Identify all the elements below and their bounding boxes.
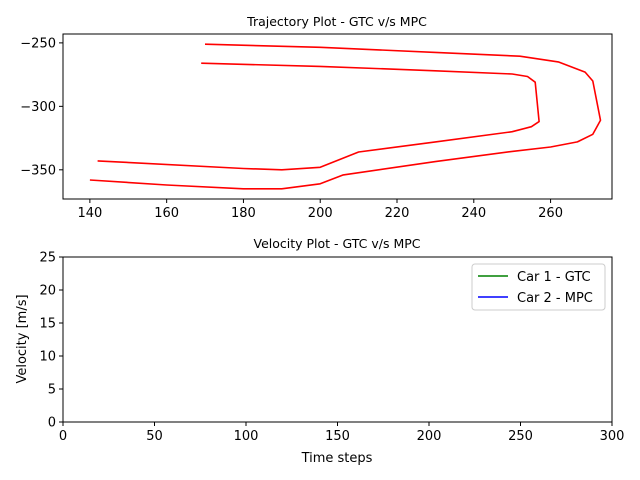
- trajectory-axis-ticks: 140 160 180 200 220 240 260 −250 −300 −350: [20, 36, 563, 221]
- x-tick-label: 150: [325, 429, 350, 444]
- y-tick-label: 20: [39, 284, 56, 299]
- y-tick-label: −250: [20, 36, 56, 51]
- x-tick-label: 0: [59, 429, 67, 444]
- x-tick-label: 200: [308, 206, 333, 221]
- velocity-plot: Velocity Plot - GTC v/s MPC 0 50 100 150 200…: [15, 236, 624, 466]
- x-tick-label: 160: [154, 206, 179, 221]
- x-tick-label: 300: [600, 429, 625, 444]
- velocity-plot-title: Velocity Plot - GTC v/s MPC: [253, 236, 420, 251]
- x-tick-label: 100: [234, 429, 259, 444]
- series-line-0-0: [89, 43, 602, 190]
- legend-label-car-1: Car 1 - GTC: [517, 270, 591, 285]
- y-tick-label: 0: [48, 416, 56, 431]
- y-tick-label: 10: [39, 350, 56, 365]
- legend-label-car-2: Car 2 - MPC: [517, 291, 593, 306]
- x-tick-label: 140: [77, 206, 102, 221]
- y-tick-label: 5: [48, 383, 56, 398]
- velocity-plot-frame: [62, 256, 613, 423]
- trajectory-series-group: [89, 43, 602, 190]
- velocity-x-axis-label: Time steps: [301, 451, 373, 466]
- x-tick-label: 250: [508, 429, 533, 444]
- x-tick-label: 180: [231, 206, 256, 221]
- y-tick-label: 15: [39, 317, 56, 332]
- trajectory-plot-title: Trajectory Plot - GTC v/s MPC: [246, 14, 427, 29]
- x-tick-label: 240: [461, 206, 486, 221]
- velocity-axis-ticks: 0 50 100 150 200 250 300 0 5 10 15 20 25: [39, 251, 624, 445]
- series-line-0-1: [97, 62, 540, 171]
- y-tick-label: −350: [20, 163, 56, 178]
- x-tick-label: 260: [538, 206, 563, 221]
- x-tick-label: 220: [385, 206, 410, 221]
- x-tick-label: 200: [417, 429, 442, 444]
- trajectory-plot: Trajectory Plot - GTC v/s MPC 140 160 180 2…: [20, 14, 613, 221]
- velocity-legend: Car 1 - GTC Car 2 - MPC: [471, 263, 606, 311]
- velocity-y-axis-label: Velocity [m/s]: [15, 294, 30, 383]
- x-tick-label: 50: [146, 429, 163, 444]
- y-tick-label: −300: [20, 100, 56, 115]
- trajectory-plot-frame: [62, 33, 613, 200]
- y-tick-label: 25: [39, 251, 56, 266]
